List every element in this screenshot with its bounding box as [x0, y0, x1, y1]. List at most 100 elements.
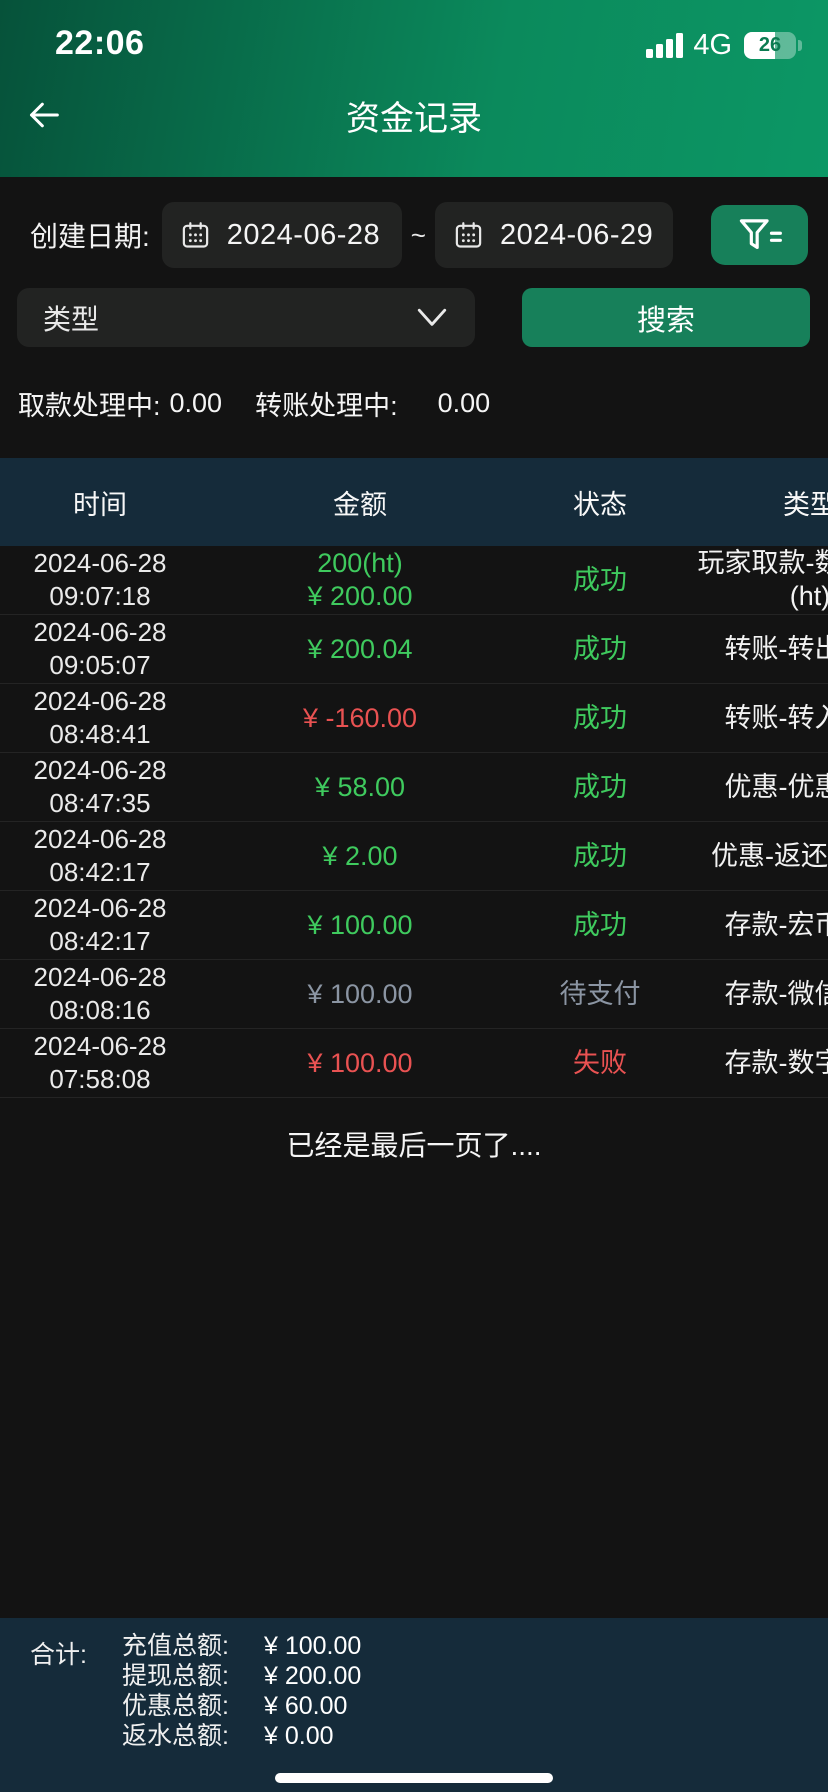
row-time: 08:42:17	[49, 857, 151, 887]
status-time: 22:06	[55, 24, 145, 62]
back-button[interactable]	[22, 93, 66, 137]
summary-item-label: 提现总额:	[122, 1662, 229, 1690]
back-arrow-icon	[30, 102, 59, 128]
row-amount: 200(ht)	[317, 548, 403, 578]
row-type: 转账-转出[PG]	[724, 633, 828, 664]
date-filter-row: 创建日期: 2024-06-28 ~ 2024-06-29	[30, 202, 808, 268]
row-date: 2024-06-28	[33, 1031, 167, 1061]
row-date: 2024-06-28	[33, 824, 167, 854]
row-date: 2024-06-28	[33, 893, 167, 923]
row-time: 08:47:35	[49, 788, 151, 818]
summary-total-label: 合计:	[30, 1641, 87, 1669]
row-amount: ¥ -160.00	[302, 702, 418, 733]
row-amount-2: ¥ 200.00	[307, 581, 413, 611]
date-to-value: 2024-06-29	[499, 218, 654, 251]
date-from-value: 2024-06-28	[226, 218, 381, 251]
row-type: 存款-宏币支付	[724, 909, 828, 940]
table-header-row: 时间 金额 状态 类型	[0, 458, 828, 546]
page-title: 资金记录	[346, 99, 482, 138]
row-amount: ¥ 2.00	[322, 840, 398, 871]
status-bar: 22:06 4G 26	[0, 0, 828, 70]
end-of-list-message: 已经是最后一页了....	[286, 1130, 542, 1161]
row-type: 优惠-返还手续费	[711, 840, 828, 871]
row-type: 优惠-优惠活动	[724, 771, 828, 802]
filter-section: 创建日期: 2024-06-28 ~ 2024-06-29	[0, 177, 828, 347]
range-separator: ~	[410, 219, 426, 250]
row-time: 09:07:18	[49, 581, 151, 611]
withdraw-pending-value: 0.00	[169, 388, 223, 418]
row-amount: ¥ 100.00	[307, 978, 413, 1009]
row-type-2: (ht)	[789, 581, 828, 611]
chevron-down-icon	[417, 308, 447, 326]
row-amount: ¥ 58.00	[314, 771, 406, 802]
row-date: 2024-06-28	[33, 617, 167, 647]
records-table[interactable]: 时间 金额 状态 类型 2024-06-28 09:07:18 200(ht) ¥ …	[0, 458, 828, 1164]
row-type: 转账-转入[PG]	[724, 702, 828, 733]
date-to-input[interactable]: 2024-06-29	[434, 202, 673, 268]
nav-bar: 资金记录	[0, 88, 828, 142]
home-indicator[interactable]	[275, 1773, 553, 1783]
row-status: 成功	[573, 909, 627, 940]
col-header-amount: 金额	[333, 489, 387, 520]
calendar-icon	[455, 221, 482, 248]
row-status: 成功	[573, 633, 627, 664]
type-select[interactable]: 类型	[17, 288, 475, 347]
transfer-pending-label: 转账处理中:	[255, 391, 398, 421]
status-indicators: 4G 26	[646, 28, 802, 61]
row-amount: ¥ 100.00	[307, 909, 413, 940]
row-status: 待支付	[559, 978, 641, 1009]
summary-items: 充值总额: ¥ 100.00 提现总额: ¥ 200.00 优惠总额: ¥ 60…	[122, 1632, 361, 1792]
search-button[interactable]: 搜索	[522, 288, 810, 347]
summary-item-value: ¥ 0.00	[264, 1722, 334, 1750]
row-status: 成功	[573, 564, 627, 595]
filter-button[interactable]	[711, 205, 808, 265]
row-date: 2024-06-28	[33, 755, 167, 785]
type-select-value: 类型	[43, 303, 100, 335]
type-filter-row: 类型 搜索	[17, 288, 810, 347]
summary-item-value: ¥ 60.00	[264, 1692, 348, 1720]
row-status: 失败	[573, 1047, 627, 1078]
summary-item-label: 充值总额:	[122, 1632, 229, 1660]
date-range-label: 创建日期:	[30, 221, 150, 252]
row-status: 成功	[573, 840, 627, 871]
calendar-icon	[182, 221, 209, 248]
battery-percentage: 26	[758, 33, 782, 56]
withdraw-pending-label: 取款处理中:	[18, 391, 161, 421]
transfer-pending-value: 0.00	[437, 388, 491, 418]
row-time: 08:48:41	[49, 719, 151, 749]
summary-item-value: ¥ 100.00	[264, 1632, 362, 1660]
summary-line-promo: 优惠总额: ¥ 60.00	[122, 1692, 361, 1721]
table-row: 2024-06-28 09:07:18 200(ht) ¥ 200.00 成功 玩家…	[0, 546, 828, 615]
row-date: 2024-06-28	[33, 962, 167, 992]
row-type: 存款-微信扫码	[724, 978, 828, 1009]
summary-item-value: ¥ 200.00	[264, 1662, 362, 1690]
row-date: 2024-06-28	[33, 548, 167, 578]
summary-panel: 合计: 充值总额: ¥ 100.00 提现总额: ¥ 200.00 优惠总额: …	[0, 1618, 828, 1792]
pending-totals: 取款处理中: 0.00 转账处理中: 0.00	[18, 384, 490, 423]
summary-line-recharge: 充值总额: ¥ 100.00	[122, 1632, 361, 1661]
row-time: 07:58:08	[49, 1064, 151, 1094]
app-header: 22:06 4G 26 资金记录	[0, 0, 828, 177]
row-status: 成功	[573, 702, 627, 733]
row-time: 08:42:17	[49, 926, 151, 956]
row-time: 08:08:16	[49, 995, 151, 1025]
date-from-input[interactable]: 2024-06-28	[161, 202, 402, 268]
row-date: 2024-06-28	[33, 686, 167, 716]
col-header-time: 时间	[73, 489, 127, 520]
row-status: 成功	[573, 771, 627, 802]
row-type: 玩家取款-数字货币	[697, 548, 828, 578]
summary-item-label: 优惠总额:	[122, 1692, 229, 1720]
battery-fill	[744, 31, 775, 59]
row-time: 09:05:07	[49, 650, 151, 680]
summary-line-withdraw: 提现总额: ¥ 200.00	[122, 1662, 361, 1691]
network-type-label: 4G	[693, 28, 732, 61]
col-header-status: 状态	[573, 489, 627, 520]
